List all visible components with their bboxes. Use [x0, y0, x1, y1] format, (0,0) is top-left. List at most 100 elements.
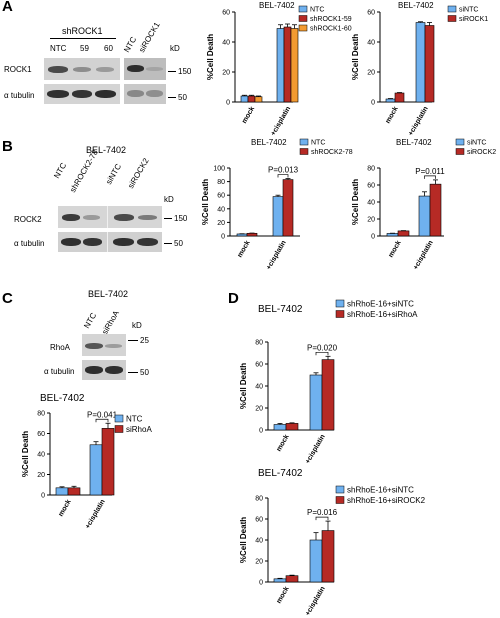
chart-b2-ytick-label: 40 — [367, 200, 375, 207]
chart-d2-ytick-label: 20 — [255, 559, 263, 566]
chart-d1-ylabel: %Cell Death — [239, 363, 248, 409]
blot-a-lane-59: 59 — [80, 44, 89, 53]
chart-d2-pvalue: P=0.016 — [307, 508, 338, 517]
blot-a-group-label: shROCK1 — [62, 26, 103, 36]
chart-d2-legend-swatch-1 — [335, 496, 345, 504]
chart-a1-ytick-label: 40 — [222, 40, 230, 47]
chart-b1-ytick-label: 0 — [221, 234, 225, 241]
chart-a2-ytick-label: 60 — [367, 10, 375, 17]
chart-b1-sig-bracket — [277, 174, 289, 178]
chart-a1-legend-label-0: NTC — [310, 7, 324, 14]
chart-c1-legend-label-0: NTC — [126, 415, 143, 424]
chart-d2-legend-label-0: shRhoE-16+siNTC — [347, 486, 414, 495]
chart-d2-legend-swatch-0 — [335, 485, 345, 494]
chart-b2-sig-bracket — [424, 175, 436, 179]
chart-c1-bar-1-0 — [89, 444, 103, 496]
chart-c1-ytick-label: 40 — [37, 452, 45, 459]
chart-a1-ytick-label: 20 — [222, 70, 230, 77]
chart-c1-ytick-label: 60 — [37, 431, 45, 438]
blot-b-lane-sirock2: siROCK2 — [126, 156, 151, 190]
chart-a2-legend-label-0: siNTC — [459, 7, 478, 14]
chart-a1-legend-swatch-1 — [298, 15, 308, 22]
blot-c-lane-sirhoa: siRhoA — [100, 309, 121, 336]
chart-b2-bar-1-0 — [418, 195, 431, 237]
chart-d2-ytick-label: 60 — [255, 517, 263, 524]
chart-b2-legend-label-0: siNTC — [467, 140, 486, 147]
blot-b-marker-tick-150 — [164, 218, 172, 219]
chart-d2: BEL-7402 0 20 40 60 80 %Cell Death mock +cisplat… — [239, 468, 426, 617]
chart-b2-ytick-label: 80 — [367, 166, 375, 173]
blot-b-row-rock2: ROCK2 — [14, 215, 42, 224]
panel-label-b: B — [2, 138, 13, 155]
blot-c-marker-25: 25 — [140, 336, 149, 345]
chart-d1-legend-label-1: shRhoE-16+siRhoA — [347, 310, 418, 319]
blot-c-row-tubulin: α tubulin — [44, 367, 75, 376]
blot-a-lane-ntc-2: NTC — [122, 35, 139, 54]
blot-c-rhoa — [82, 334, 126, 356]
blot-a-rock1-left — [44, 58, 120, 80]
chart-c1-ytick-label: 0 — [41, 493, 45, 500]
chart-b1-legend-label-1: shROCK2-78 — [311, 149, 353, 156]
chart-a2-bar-1-0 — [415, 22, 426, 103]
blot-b-row-tubulin: α tubulin — [14, 239, 45, 248]
chart-b2-ylabel: %Cell Death — [351, 179, 360, 225]
chart-d2-xtick-label: mock — [276, 585, 291, 604]
panel-label-c: C — [2, 290, 13, 307]
chart-c1-ylabel: %Cell Death — [21, 431, 30, 477]
blot-b-marker-tick-50 — [164, 243, 172, 244]
blot-c-kd: kD — [132, 321, 142, 330]
chart-a2: BEL-7402 0 20 40 60 %Cell Death mock +cisplatin… — [351, 1, 488, 137]
chart-a2-legend-swatch-0 — [447, 5, 457, 13]
chart-a1-xtick-label: +cisplatin — [270, 106, 292, 138]
chart-d1-ytick-label: 80 — [255, 340, 263, 347]
blot-b-rock2 — [58, 206, 162, 228]
blot-b-title: BEL-7402 — [86, 145, 127, 155]
chart-a1-bar-1-0 — [276, 28, 285, 103]
chart-a2-ytick-label: 20 — [367, 70, 375, 77]
chart-a1-legend-label-2: shROCK1-60 — [310, 26, 352, 33]
chart-a2-legend-label-1: siROCK1 — [459, 16, 488, 23]
chart-a2-bar-0-0 — [385, 98, 396, 103]
panel-label-d: D — [228, 290, 239, 307]
chart-a2-ytick-label: 40 — [367, 40, 375, 47]
chart-d1-legend-label-0: shRhoE-16+siNTC — [347, 300, 414, 309]
chart-b2-bar-1-1 — [429, 183, 442, 237]
chart-b1-ytick-label: 80 — [217, 179, 225, 186]
chart-b2-legend-label-1: siROCK2 — [467, 149, 496, 156]
chart-d1-xtick-label: mock — [276, 433, 291, 452]
chart-c1-bar-0-0 — [55, 487, 69, 496]
chart-d1-legend-swatch-1 — [335, 310, 345, 318]
chart-b2: BEL-7402 0 20 40 60 80 %Cell Death mock +cisplat… — [351, 138, 496, 271]
blot-b-lane-shrock2: shROCK2-78 — [68, 148, 100, 194]
chart-a1-ytick-label: 0 — [226, 100, 230, 107]
chart-d1-title: BEL-7402 — [258, 304, 303, 315]
blot-b-lane-ntc: NTC — [52, 161, 69, 180]
chart-d1-bar-1-1 — [321, 359, 335, 431]
blot-b-kd: kD — [164, 195, 174, 204]
chart-b1-bar-1-0 — [272, 196, 284, 237]
chart-b1-legend-label-0: NTC — [311, 140, 325, 147]
chart-b1-pvalue: P=0.013 — [268, 166, 299, 175]
blot-c-row-rhoa: RhoA — [50, 343, 71, 352]
blot-a-tubulin-right — [124, 84, 166, 104]
chart-d1-bar-0-0 — [273, 424, 287, 431]
chart-d2-title: BEL-7402 — [258, 468, 303, 479]
chart-a2-ylabel: %Cell Death — [351, 34, 360, 80]
chart-a1-legend-label-1: shROCK1-59 — [310, 16, 352, 23]
chart-b1-title: BEL-7402 — [251, 138, 287, 147]
panel-label-a: A — [2, 0, 13, 15]
chart-c1: BEL-7402 0 20 40 60 80 %Cell Death mock +cisplat… — [21, 393, 152, 530]
chart-b2-ytick-label: 60 — [367, 183, 375, 190]
blot-a-kd: kD — [170, 44, 180, 53]
chart-c1-legend-swatch-0 — [114, 414, 124, 423]
chart-a1-xtick-label: mock — [241, 105, 256, 124]
chart-a1-legend-swatch-2 — [298, 24, 308, 32]
blot-a-group-line — [50, 38, 116, 39]
chart-b2-bar-0-0 — [386, 233, 399, 237]
chart-b1-ytick-label: 40 — [217, 206, 225, 213]
chart-a2-legend-swatch-1 — [447, 15, 457, 22]
chart-b2-xtick-label: mock — [388, 239, 403, 258]
chart-b1-ylabel: %Cell Death — [201, 179, 210, 225]
chart-a1-ylabel: %Cell Death — [206, 34, 215, 80]
chart-b1-xtick-label: +cisplatin — [265, 240, 287, 272]
